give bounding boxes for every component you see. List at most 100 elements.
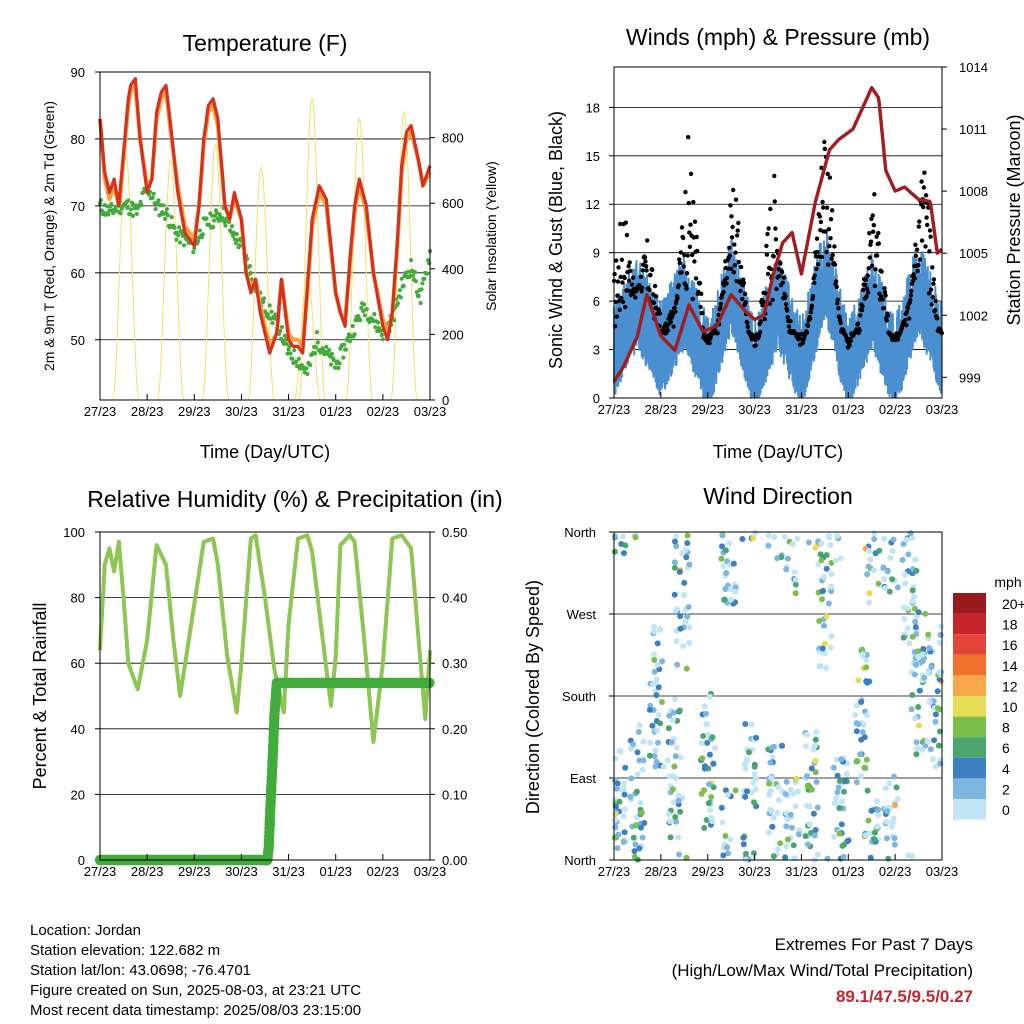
y-tick-label: South (562, 689, 596, 704)
dewpoint-point (248, 270, 253, 276)
wind-direction-point (881, 576, 887, 582)
wind-direction-point (902, 580, 909, 587)
gust-point (629, 282, 635, 287)
y2-axis-label: Solar Insolation (Yellow) (483, 161, 499, 311)
gust-point (929, 302, 934, 307)
wind-direction-point (779, 742, 786, 749)
wind-direction-point (719, 819, 726, 826)
gust-point (921, 204, 926, 210)
gust-point (733, 197, 739, 202)
wind-direction-point (802, 833, 809, 840)
wind-direction-point (913, 751, 920, 758)
wind-direction-point (769, 744, 775, 751)
gust-point (808, 310, 813, 315)
wind-direction-point (825, 600, 832, 607)
gust-point (835, 301, 840, 306)
wind-direction-point (908, 706, 915, 713)
wind-direction-point (836, 778, 843, 784)
wind-direction-point (903, 536, 910, 543)
gust-point (827, 175, 833, 180)
wind-direction-point (866, 599, 873, 606)
gust-point (800, 340, 806, 345)
wind-direction-point (808, 765, 815, 772)
wind-direction-point (653, 692, 660, 699)
wind-direction-point (748, 721, 755, 728)
dewpoint-point (267, 303, 272, 308)
wind-direction-point (672, 538, 678, 545)
wind-direction-point (904, 605, 911, 612)
dewpoint-point (200, 232, 205, 237)
wind-direction-point (698, 790, 705, 797)
gust-point (838, 320, 843, 326)
gust-point (860, 304, 865, 309)
x-tick-label: 03/23 (414, 864, 447, 879)
y2-tick-label: 1008 (959, 184, 988, 199)
wind-direction-point (861, 764, 868, 771)
wind-direction-point (858, 773, 865, 780)
dewpoint-point (427, 261, 432, 266)
y-tick-label: 60 (71, 656, 85, 671)
gust-point (830, 208, 835, 213)
wind-direction-point (864, 712, 871, 719)
wind-direction-point (630, 741, 637, 748)
wind-direction-point (811, 742, 818, 749)
x-tick-label: 31/23 (785, 864, 818, 879)
wind-direction-point (886, 780, 893, 787)
solar-insolation-arc (390, 111, 418, 401)
gust-point (647, 287, 652, 292)
wind-direction-point (858, 699, 865, 705)
y-tick-label: 12 (586, 197, 600, 212)
y-tick-label: 0 (78, 853, 85, 868)
y-tick-label: 80 (71, 132, 85, 147)
y2-tick-label: 1005 (959, 246, 988, 261)
wind-direction-point (651, 623, 658, 630)
wind-direction-point (792, 803, 799, 810)
wind-direction-point (814, 804, 821, 811)
gust-point (916, 224, 921, 229)
wind-direction-point (668, 739, 675, 746)
x-axis-label: Time (Day/UTC) (200, 442, 330, 462)
wind-direction-point (804, 841, 811, 848)
gust-point (809, 303, 815, 308)
dewpoint-point (163, 216, 168, 221)
gust-point (815, 262, 821, 267)
wind-direction-point (871, 536, 878, 542)
wind-direction-point (881, 535, 887, 542)
y-tick-label: North (564, 525, 596, 540)
colorbar-label: 8 (1002, 720, 1010, 736)
wind-direction-point (834, 532, 841, 539)
gust-point (932, 308, 938, 313)
gust-point (639, 285, 645, 290)
wind-direction-point (864, 571, 871, 578)
plot-frame (99, 531, 431, 861)
gust-point (626, 264, 631, 269)
wind-direction-point (744, 788, 750, 795)
gust-point (615, 293, 620, 298)
gust-point (777, 274, 782, 279)
gust-point (828, 217, 834, 222)
chart-title: Temperature (F) (183, 30, 348, 56)
wind-direction-point (776, 797, 782, 804)
dewpoint-point (379, 332, 384, 338)
wind-direction-point (723, 570, 730, 576)
gust-point (827, 243, 832, 249)
wind-direction-point (841, 788, 847, 795)
colorbar-swatch (953, 799, 986, 820)
wind-direction-point (834, 789, 841, 796)
wind-direction-point (787, 811, 794, 818)
wind-direction-point (905, 852, 912, 859)
wind-direction-point (654, 661, 661, 668)
wind-direction-point (926, 699, 933, 706)
wind-direction-point (677, 808, 684, 815)
wind-direction-point (900, 541, 907, 547)
gust-point (768, 266, 774, 272)
wind-direction-point (822, 650, 828, 657)
wind-direction-point (699, 755, 706, 762)
dewpoint-point (358, 318, 363, 323)
gust-point (814, 266, 819, 272)
wind-direction-point (652, 679, 658, 686)
gust-point (623, 220, 628, 225)
dewpoint-point (336, 365, 341, 371)
gust-point (780, 280, 785, 285)
wind-direction-point (639, 766, 646, 773)
